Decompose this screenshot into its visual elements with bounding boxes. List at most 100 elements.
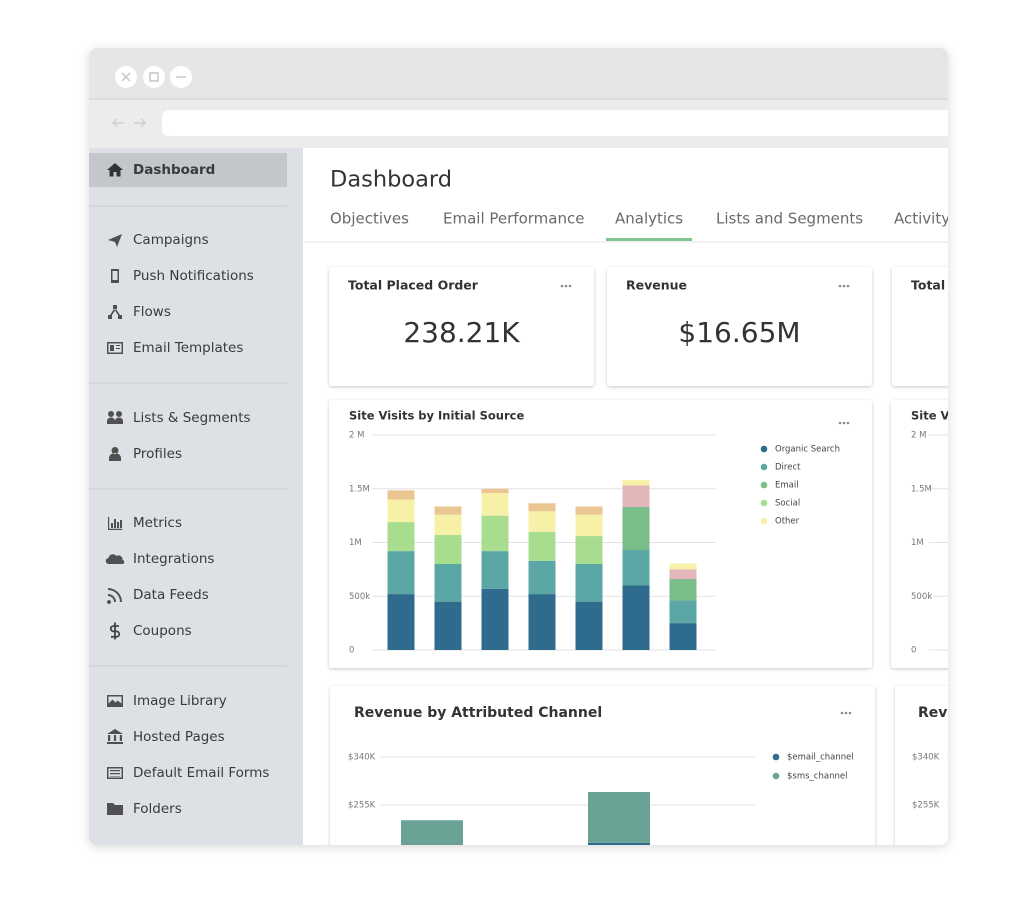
bar-segment [387,594,415,650]
sidebar-icon [107,803,123,815]
sidebar-item[interactable]: Data Feeds [133,587,209,603]
sidebar-icon [107,729,123,744]
sidebar-item[interactable]: Folders [133,801,182,817]
bar-segment [387,551,415,595]
card [330,686,875,845]
legend-label[interactable]: $email_channel [787,753,854,763]
kpi-title: Total I [911,278,954,293]
menu-dot [846,284,850,288]
sidebar-icon [108,305,122,319]
y-tick-label: $255K [348,801,376,811]
legend-label[interactable]: Social [775,499,800,509]
bar-segment [528,560,556,595]
bar-segment [622,585,650,650]
card-menu[interactable] [838,284,850,288]
maximize-button[interactable] [143,66,165,88]
bar-segment [434,534,462,564]
sidebar-item[interactable]: Image Library [133,693,227,709]
y-tick-label: 2 M [349,431,364,441]
y-tick-label: $340K [912,753,940,763]
address-bar[interactable] [162,110,962,136]
bar-segment [669,569,697,580]
sidebar-item[interactable]: Coupons [133,623,192,639]
y-tick-label: 0 [349,646,354,656]
kpi-title: Total Placed Order [348,278,479,293]
bar-segment [575,514,603,537]
sidebar-item[interactable]: Push Notifications [133,268,254,284]
tab[interactable]: Analytics [615,210,683,228]
y-tick-label: 1M [911,538,924,548]
card-menu[interactable] [838,421,850,425]
bar-segment [387,490,415,500]
sidebar-item[interactable]: Default Email Forms [133,765,269,781]
bar-segment [588,842,650,845]
y-tick-label: 1M [349,538,362,548]
bar-segment [622,480,650,486]
bar-segment [669,563,697,570]
legend-label[interactable]: Other [775,517,800,527]
sidebar-item[interactable]: Integrations [133,551,214,567]
sidebar-icon [107,588,122,604]
bar-segment [401,847,463,923]
card [607,267,872,386]
sidebar-icon [109,447,121,461]
menu-dot [848,711,852,715]
legend-label[interactable]: $sms_channel [787,772,847,782]
bar-segment [481,588,509,650]
sidebar-item[interactable]: Profiles [133,446,182,462]
y-tick-label: $255K [912,801,940,811]
sidebar-item[interactable]: Lists & Segments [133,410,251,426]
nav-arrows[interactable] [112,118,146,128]
bar-segment [387,499,415,523]
y-tick-label: 2 M [911,431,926,441]
kpi-title: Revenue [626,278,687,293]
sidebar-item[interactable]: Metrics [133,515,182,531]
y-tick-label: 500k [911,592,932,602]
bar-segment [669,623,697,650]
browser-window: Dashboard Dashboard Campaigns Push Notifi… [89,48,962,923]
sidebar-icon [107,767,123,779]
sidebar-item[interactable]: Email Templates [133,340,243,356]
sidebar-item-active[interactable]: Dashboard [133,162,215,178]
y-tick-label: 1.5M [349,484,370,494]
card-menu[interactable] [840,711,852,715]
sidebar-icon [108,234,122,247]
title-bar [89,48,948,100]
bar-segment [434,514,462,535]
y-tick-label: 0 [911,646,916,656]
y-tick-label: 500k [349,592,370,602]
sidebar-icon [107,411,123,424]
menu-dot [842,421,846,425]
sidebar-item[interactable]: Campaigns [133,232,209,248]
menu-dot [838,421,842,425]
bar-segment [434,506,462,515]
legend-label[interactable]: Direct [775,463,801,473]
bar-segment [575,506,603,515]
bar-segment [434,601,462,650]
kpi-value: $16.65M [678,316,800,349]
card [895,686,948,845]
sidebar-icon [109,622,121,640]
menu-dot [560,284,564,288]
legend-label[interactable]: Organic Search [775,445,840,455]
tab[interactable]: Lists and Segments [716,210,863,228]
tab[interactable]: Objectives [330,210,409,228]
sidebar-item[interactable]: Flows [133,304,171,320]
window-controls [115,66,192,88]
sidebar-item[interactable]: Hosted Pages [133,729,225,745]
card-menu[interactable] [560,284,572,288]
bar-segment [434,564,462,602]
legend-label[interactable]: Email [775,481,799,491]
tab[interactable]: Activity [894,210,950,228]
sidebar-separators [89,205,287,667]
sidebar-icon [108,517,123,530]
tab[interactable]: Email Performance [443,210,584,228]
bar-segment [528,594,556,650]
legend-swatch [760,499,768,507]
bar-segment [401,820,463,845]
y-tick-label: $340K [348,753,376,763]
bar-segment [622,550,650,586]
bar-segment [528,503,556,512]
sidebar-icon [105,554,125,565]
